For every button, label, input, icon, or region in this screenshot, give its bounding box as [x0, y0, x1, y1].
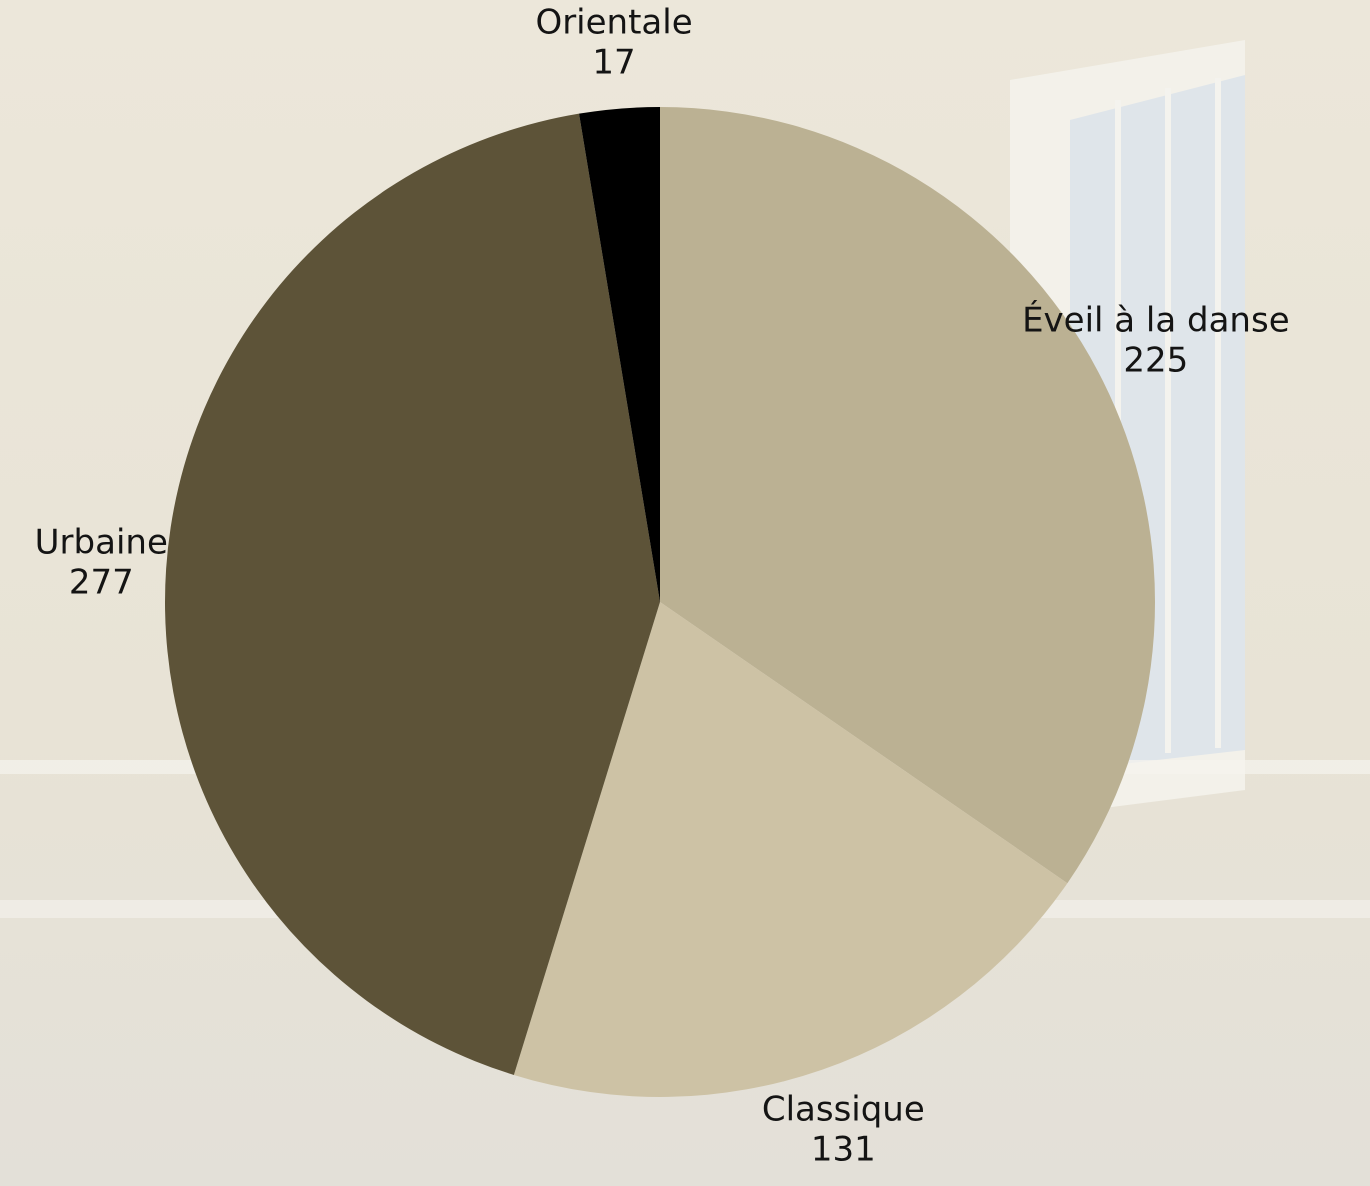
pie — [165, 107, 1156, 1097]
pie-slice — [165, 113, 660, 1075]
window-bar — [1165, 88, 1171, 753]
slice-value: 17 — [592, 42, 635, 82]
window-bar — [1215, 78, 1221, 748]
slice-label: Éveil à la danse — [1022, 299, 1290, 340]
pie-slice — [513, 602, 1068, 1097]
pie-slice — [579, 107, 660, 602]
slice-value: 225 — [1123, 340, 1188, 380]
pie-slice — [660, 107, 1156, 884]
slice-value: 131 — [811, 1130, 876, 1170]
slice-label: Classique — [762, 1090, 925, 1130]
slice-value: 277 — [69, 563, 134, 603]
slice-label: Orientale — [535, 2, 692, 42]
slice-label: Urbaine — [35, 523, 168, 563]
